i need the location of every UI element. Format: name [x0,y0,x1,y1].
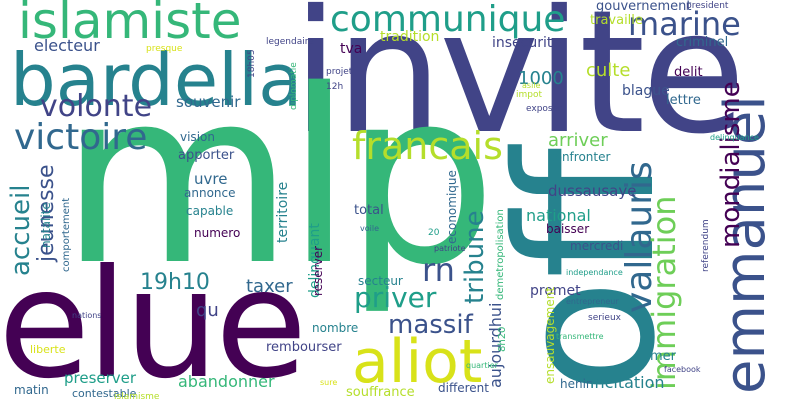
word-culte: culte [586,60,631,81]
word-taxer: taxer [246,276,293,297]
word-dussausaye: dussausaye [548,182,637,200]
word-rembourser: rembourser [266,340,342,355]
word-exposer: exposer [526,104,562,114]
word-president: president [686,1,729,11]
word-facebook: facebook [664,365,701,374]
word-secteur: secteur [358,274,403,288]
word-rn: rn [422,251,455,289]
word-communique: communique [330,0,566,40]
word-quartier: quartier [466,361,498,370]
word-mer: mer [650,349,677,364]
word-qu: qu [196,300,219,321]
word-mercredi: mercredi [570,239,624,253]
word-aliot: aliot [352,327,483,397]
word-projet: projet [326,67,353,77]
word-20: 20 [428,228,440,238]
word-independance: independance [566,268,623,277]
word-apporter: apporter [178,148,235,163]
word-matin: matin [14,383,49,397]
word-invite: invite [292,0,746,172]
word-mlp: mlp [60,38,497,318]
word-entrepreneur: entrepreneur [566,297,619,306]
word-gouvernement: gouvernement [596,0,692,14]
word-arriver: arriver [548,130,608,151]
word-massif: massif [388,310,473,340]
word-capable: capable [186,204,234,218]
word-tribune: tribune [460,210,490,304]
word-blague: blague [622,83,670,99]
word-nombre: nombre [312,321,359,335]
word-contestable: contestable [72,387,137,400]
word-nations: nations [72,311,102,320]
word-preserver: preserver [64,369,137,387]
word-priver: priver [354,281,437,314]
word-confronter: confronter [548,150,611,164]
word-referendum: referendum [701,219,711,272]
word-elue: elue [0,238,307,400]
word-baisser: baisser [546,222,590,236]
word-electeur: electeur [34,36,100,55]
word-uvre: uvre [194,170,228,188]
word-insecurite: insecurite [492,35,561,51]
word-different: different [438,381,489,395]
word-1000: 1000 [518,68,564,89]
word-12h: 12h [326,82,344,92]
word-promet: promet [530,283,581,299]
word-natalite: natalite [39,202,53,248]
word-presque: presque [146,44,183,54]
word-serieux: serieux [588,313,621,323]
word-lettre: lettre [666,93,701,108]
word-criminel: criminel [676,35,729,50]
word-national: national [526,206,591,225]
word-voile: voile [360,224,379,233]
word-19h10: 19h10 [140,270,210,295]
word-abandonner: abandonner [178,372,275,391]
word-travaille: travaille [590,13,643,28]
word-henin: henin [560,377,594,391]
word-diplomatie: diplomatie [289,62,299,110]
word-annonce: annonce [184,186,236,200]
word-francais: francais [352,124,503,168]
word-comportement: comportement [61,197,72,272]
word-8h20: 8h20 [497,326,508,352]
word-legendaire: legendaire [266,37,314,47]
word-tradition: tradition [380,29,440,45]
word-total: total [354,203,384,218]
word-ensauvagement: ensauvagement [543,286,557,384]
word-economique: economique [445,170,459,244]
word-islamiste: islamiste [18,0,242,50]
word-victoire: victoire [14,117,148,158]
word-liberte: liberte [30,343,66,356]
word-mondialisme: mondialisme [716,81,746,248]
word-volonte: volonte [40,89,153,124]
word-demetropolisation: demetropolisation [495,209,506,300]
word-islamisme: islamisme [114,392,160,400]
word-asile: asile [522,81,541,90]
word-reserver: reserver [311,245,325,296]
word-bardella: bardella [10,38,303,122]
word-vision: vision [180,130,215,144]
word-marine: marine [628,5,741,43]
word-impot: impot [516,90,543,100]
word-patriote: patriote [434,244,466,253]
word-sure: sure [320,378,338,387]
word-territoire: territoire [275,181,291,243]
word-incitation: incitation [590,373,665,392]
word-18h05: 18h05 [247,49,257,78]
word-accueil: accueil [6,184,36,276]
word-delinquance: delinquance [710,133,759,142]
word-transmettre: transmettre [556,332,604,341]
word-souvenir: souvenir [176,93,241,111]
word-numero: numero [194,226,241,240]
word-souffrance: souffrance [346,385,415,400]
word-tva: tva [340,41,363,57]
word-delit: delit [674,65,703,80]
